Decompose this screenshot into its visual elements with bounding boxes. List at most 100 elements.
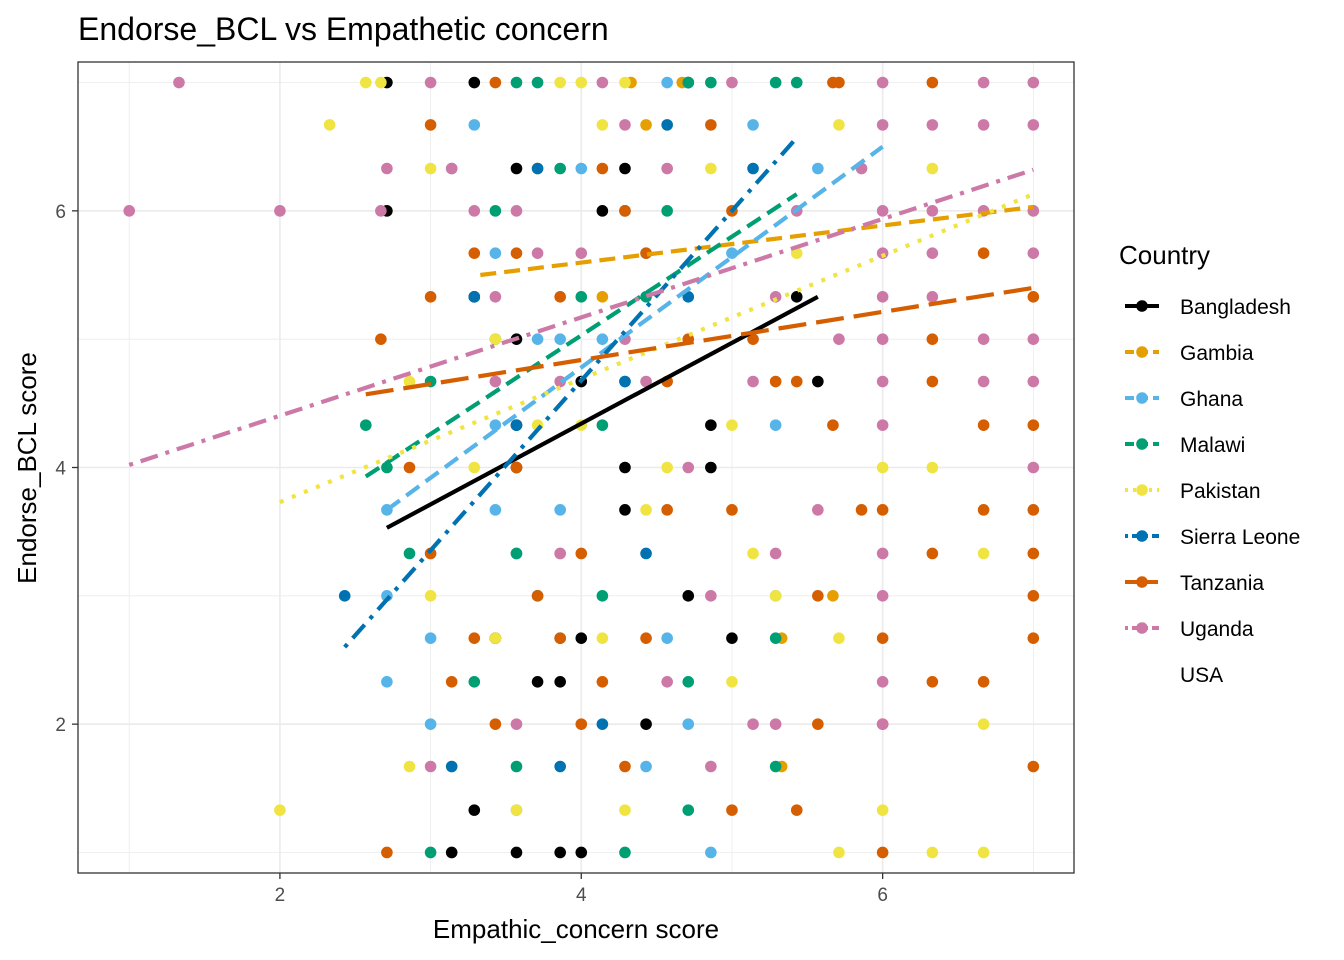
data-point (403, 760, 416, 773)
data-point (338, 590, 351, 602)
data-point (489, 504, 502, 516)
data-point (926, 291, 939, 303)
data-point (705, 419, 717, 431)
data-point (726, 76, 738, 89)
data-point (833, 632, 845, 644)
data-point (661, 504, 673, 516)
data-point (705, 590, 717, 602)
data-point (769, 632, 782, 644)
data-point (926, 675, 939, 688)
data-point (445, 846, 458, 859)
data-point (575, 291, 588, 303)
data-point (1027, 119, 1040, 131)
legend-label: Pakistan (1180, 480, 1261, 503)
data-point (403, 547, 416, 560)
data-point (876, 76, 889, 89)
data-point (812, 375, 824, 388)
data-point (596, 590, 609, 602)
data-point (682, 76, 695, 89)
data-point (554, 504, 566, 516)
data-point (926, 846, 939, 859)
data-point (403, 461, 416, 474)
data-point (619, 846, 631, 859)
data-point (424, 718, 437, 730)
data-point (381, 846, 393, 859)
legend-key-point (1136, 346, 1148, 358)
legend-label: Sierra Leone (1180, 526, 1300, 549)
data-point (812, 590, 824, 602)
data-point (510, 804, 523, 816)
legend-label: Tanzania (1180, 572, 1264, 595)
legend-title: Country (1119, 240, 1210, 270)
data-point (1027, 760, 1040, 773)
data-point (596, 333, 609, 345)
data-point (554, 675, 566, 688)
legend-key-point (1136, 530, 1148, 542)
data-point (1027, 247, 1040, 260)
data-point (640, 375, 652, 388)
y-tick-label: 4 (55, 459, 66, 480)
data-point (682, 718, 695, 730)
data-point (510, 461, 523, 474)
data-point (619, 119, 631, 131)
data-point (375, 76, 387, 89)
data-point (619, 76, 631, 89)
y-tick-label: 6 (55, 202, 66, 223)
data-point (726, 504, 738, 516)
data-point (510, 162, 523, 175)
data-point (661, 162, 673, 175)
data-point (640, 760, 652, 773)
data-point (747, 333, 759, 345)
data-point (827, 419, 839, 431)
data-point (876, 504, 889, 516)
data-point (468, 291, 481, 303)
data-point (619, 375, 631, 388)
data-point (747, 718, 759, 730)
data-point (1027, 333, 1040, 345)
data-point (554, 76, 566, 89)
data-point (619, 504, 631, 516)
data-point (596, 419, 609, 431)
data-point (977, 76, 990, 89)
data-point (833, 846, 845, 859)
data-point (661, 632, 673, 644)
data-point (531, 675, 544, 688)
data-point (747, 547, 759, 560)
data-point (726, 247, 738, 260)
data-point (274, 205, 286, 217)
data-point (876, 119, 889, 131)
data-point (876, 205, 889, 217)
data-point (489, 76, 502, 89)
data-point (977, 718, 990, 730)
data-point (977, 419, 990, 431)
data-point (323, 119, 336, 131)
trend-line (364, 192, 798, 479)
data-point (424, 590, 437, 602)
data-point (827, 590, 839, 602)
data-point (375, 205, 387, 217)
data-point (833, 119, 845, 131)
y-axis: 2 4 6 (55, 202, 78, 736)
data-point (468, 205, 481, 217)
x-tick-label: 2 (275, 885, 286, 906)
data-point (833, 76, 845, 89)
trend-line (279, 192, 1035, 505)
data-point (855, 504, 868, 516)
data-point (554, 760, 566, 773)
data-point (489, 291, 502, 303)
data-point (531, 247, 544, 260)
data-point (575, 247, 588, 260)
data-point (554, 162, 566, 175)
data-point (876, 846, 889, 859)
data-point (596, 291, 609, 303)
data-point (173, 76, 185, 89)
data-point (531, 333, 544, 345)
data-point (510, 76, 523, 89)
trend-line (128, 167, 1034, 467)
data-point (445, 675, 458, 688)
x-tick-label: 6 (877, 885, 888, 906)
data-point (489, 333, 502, 345)
data-point (575, 162, 588, 175)
data-point (1027, 375, 1040, 388)
data-point (977, 119, 990, 131)
